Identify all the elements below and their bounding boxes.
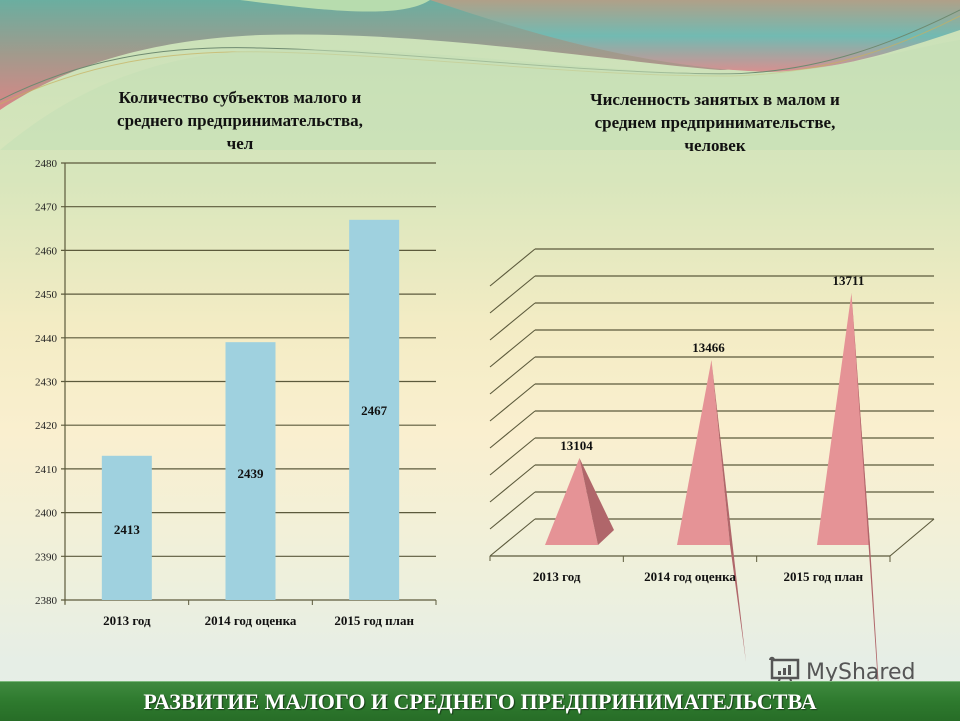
left-chart-title-line3: чел — [226, 134, 254, 153]
right-chart-title-line3: человек — [684, 136, 746, 155]
right-chart-title-line2: среднем предпринимательстве, — [594, 113, 836, 132]
pyramid-side[interactable] — [579, 458, 614, 545]
data-label: 2467 — [361, 403, 388, 418]
y-tick-label: 2420 — [35, 420, 58, 432]
data-label: 2413 — [114, 522, 141, 537]
left-chart-title-line1: Количество субъектов малого и — [118, 88, 362, 107]
y-tick-label: 2400 — [35, 508, 58, 520]
x-category-label: 2015 год план — [334, 613, 414, 628]
y-tick-label: 2410 — [35, 464, 58, 476]
side-gridline — [489, 410, 536, 449]
y-tick-label: 2460 — [35, 245, 58, 257]
footer-banner: РАЗВИТИЕ МАЛОГО И СРЕДНЕГО ПРЕДПРИНИМАТЕ… — [0, 681, 960, 721]
side-gridline — [489, 437, 536, 476]
side-gridline — [489, 329, 536, 368]
side-gridline — [489, 383, 536, 422]
background-waves — [0, 0, 960, 150]
right-chart-title: Численность занятых в малом и среднем пр… — [540, 88, 890, 157]
side-gridline — [489, 275, 536, 314]
bar[interactable] — [349, 219, 400, 600]
floor-edge — [889, 518, 935, 557]
y-tick-label: 2480 — [35, 158, 58, 170]
data-label: 13104 — [560, 438, 593, 453]
pyramid-side[interactable] — [851, 293, 886, 720]
data-label: 13711 — [833, 273, 865, 288]
y-tick-label: 2430 — [35, 377, 58, 389]
watermark-text: MyShared — [806, 659, 916, 685]
data-label: 13466 — [692, 340, 725, 355]
pyramid-front[interactable] — [677, 360, 730, 545]
x-category-label: 2013 год — [533, 569, 581, 584]
side-gridline — [489, 356, 536, 395]
y-tick-label: 2380 — [35, 595, 58, 607]
data-label: 2439 — [238, 466, 265, 481]
side-gridline — [489, 248, 536, 287]
slide-title: РАЗВИТИЕ МАЛОГО И СРЕДНЕГО ПРЕДПРИНИМАТЕ… — [143, 688, 817, 714]
y-tick-label: 2450 — [35, 289, 58, 301]
x-category-label: 2014 год оценка — [205, 613, 297, 628]
side-gridline — [489, 464, 536, 503]
side-gridline — [489, 302, 536, 341]
pyramid-side[interactable] — [711, 360, 746, 662]
y-tick-label: 2470 — [35, 202, 58, 214]
y-tick-label: 2390 — [35, 551, 58, 563]
x-category-label: 2015 год план — [784, 569, 864, 584]
left-chart-title: Количество субъектов малого и среднего п… — [70, 86, 410, 155]
y-tick-label: 2440 — [35, 333, 58, 345]
x-category-label: 2014 год оценка — [644, 569, 736, 584]
side-gridline — [489, 491, 536, 530]
right-chart-title-line1: Численность занятых в малом и — [590, 90, 840, 109]
bar[interactable] — [225, 342, 276, 600]
side-gridline — [489, 518, 536, 557]
left-chart-title-line2: среднего предпринимательства, — [117, 111, 363, 130]
pyramid-front[interactable] — [545, 458, 598, 545]
bar[interactable] — [101, 455, 152, 600]
pyramid-front[interactable] — [817, 293, 870, 545]
x-category-label: 2013 год — [103, 613, 151, 628]
